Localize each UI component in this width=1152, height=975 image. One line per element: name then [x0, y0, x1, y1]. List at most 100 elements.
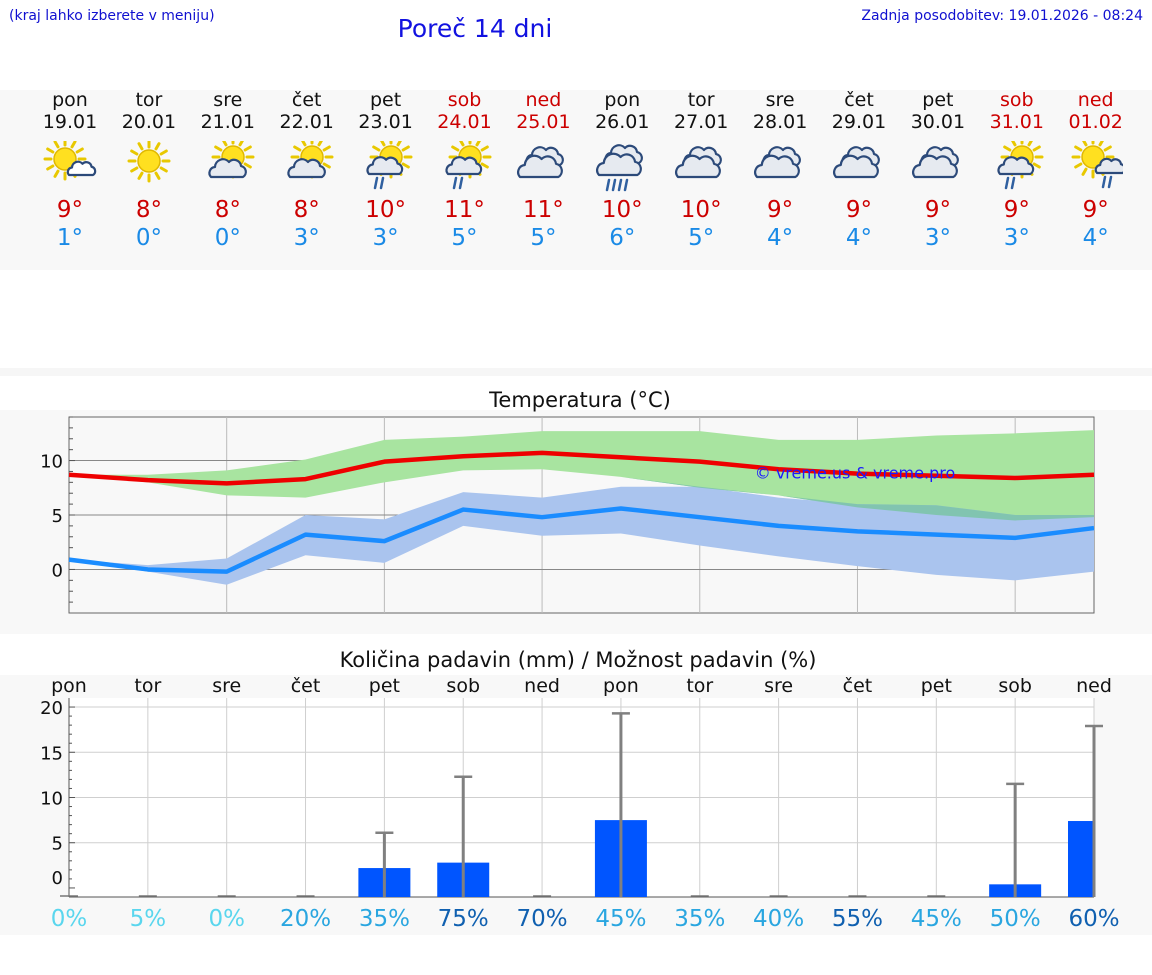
day-name: ned: [525, 89, 562, 111]
weather-icon-graphic: [675, 146, 723, 179]
day-column: sob 31.01 9° 3°: [977, 89, 1057, 259]
category-label: sre: [212, 675, 241, 697]
weather-icon-graphic: [517, 146, 565, 179]
max-temp: 9°: [845, 197, 873, 223]
max-temp: 9°: [56, 197, 84, 223]
day-column: sob 24.01 11° 5°: [425, 89, 505, 259]
min-temp: 5°: [451, 225, 478, 251]
probability-label: 75%: [438, 906, 489, 932]
precip-bar: [1068, 821, 1094, 897]
category-label: ned: [1076, 675, 1112, 697]
sun-behind-cloud-icon: [201, 135, 255, 193]
min-temp: 3°: [293, 225, 320, 251]
day-column: ned 01.02 9° 4°: [1056, 89, 1136, 259]
watermark-text: © vreme.us & vreme.pro: [755, 464, 956, 483]
day-column: pet 30.01 9° 3°: [898, 89, 978, 259]
weather-icon-graphic: [1071, 135, 1126, 189]
probability-label: 20%: [280, 906, 331, 932]
y-tick-label: 10: [40, 789, 63, 810]
probability-label: 45%: [595, 906, 646, 932]
day-date: 26.01: [595, 111, 650, 133]
sun-cloud-icon: [43, 137, 97, 193]
day-date: 29.01: [831, 111, 887, 133]
min-temp: 6°: [609, 225, 636, 251]
day-name: pon: [604, 89, 641, 111]
probability-label: 50%: [990, 906, 1041, 932]
weather-icon-graphic: [911, 146, 959, 179]
category-label: sob: [446, 675, 480, 697]
y-tick-label: 5: [52, 834, 63, 855]
min-temp: 3°: [1003, 225, 1030, 251]
weather-icon-graphic: [444, 135, 491, 190]
min-temp-line: [68, 506, 1095, 574]
probability-label: 35%: [359, 906, 410, 932]
category-label: čet: [843, 675, 873, 697]
day-column: ned 25.01 11° 5°: [503, 89, 583, 259]
category-label: tor: [686, 675, 713, 697]
min-temp: 4°: [767, 225, 794, 251]
max-temp: 9°: [1003, 197, 1030, 223]
max-temp: 8°: [135, 197, 162, 223]
category-label: tor: [134, 675, 161, 697]
day-name: tor: [687, 89, 715, 111]
day-name: ned: [1077, 89, 1114, 111]
max-temp: 10°: [365, 197, 406, 223]
clouds-icon: [753, 141, 807, 193]
sun-cloud-rain-icon: [438, 135, 492, 193]
category-label: ned: [524, 675, 560, 697]
day-name: pon: [52, 89, 88, 111]
day-date: 28.01: [752, 111, 808, 133]
sun-cloud-rain-icon: [359, 135, 413, 193]
day-name: sre: [765, 89, 795, 111]
day-column: tor 27.01 10° 5°: [661, 89, 741, 259]
min-temp: 4°: [1082, 225, 1109, 251]
day-date: 31.01: [989, 111, 1044, 133]
probability-label: 45%: [911, 906, 962, 932]
category-label: sre: [764, 675, 793, 697]
day-date: 25.01: [516, 111, 571, 133]
sun-behind-cloud-icon: [280, 135, 334, 193]
max-temp: 8°: [293, 197, 320, 223]
weather-icon-graphic: [754, 146, 802, 179]
clouds-icon: [911, 141, 965, 193]
separator: [0, 368, 1152, 376]
min-temp: 5°: [688, 225, 715, 251]
probability-label: 5%: [130, 906, 167, 932]
day-name: čet: [844, 89, 874, 111]
day-date: 21.01: [200, 111, 255, 133]
max-temp: 10°: [680, 197, 722, 223]
category-label: čet: [291, 675, 321, 697]
clouds-icon: [516, 141, 570, 193]
sun-icon: [122, 139, 176, 193]
clouds-heavy-rain-icon: [595, 141, 649, 193]
day-date: 01.02: [1068, 111, 1123, 133]
probability-label: 0%: [51, 906, 88, 932]
page-title: Poreč 14 dni: [397, 14, 553, 43]
category-label: pet: [369, 675, 400, 697]
y-tick-label: 15: [40, 743, 63, 764]
min-temp: 0°: [214, 225, 241, 251]
clouds-icon: [674, 141, 728, 193]
day-column: pon 19.01 9° 1°: [30, 89, 110, 259]
day-column: čet 29.01 9° 4°: [819, 89, 899, 259]
weather-icon-graphic: [208, 135, 255, 179]
probability-label: 0%: [208, 906, 245, 932]
category-label: sob: [998, 675, 1032, 697]
weather-icon-graphic: [833, 146, 880, 179]
day-column: sre 21.01 8° 0°: [188, 89, 268, 259]
menu-hint: (kraj lahko izberete v meniju): [9, 8, 215, 24]
day-column: pon 26.01 10° 6°: [582, 89, 662, 259]
max-temp: 8°: [214, 197, 241, 223]
max-temp: 11°: [444, 197, 485, 223]
min-temp: 3°: [372, 225, 399, 251]
max-temp: 9°: [767, 197, 794, 223]
weather-icon-graphic: [596, 144, 644, 192]
day-date: 19.01: [42, 111, 98, 133]
day-name: sre: [213, 89, 243, 111]
min-temp: 1°: [56, 225, 84, 251]
category-label: pon: [51, 675, 87, 697]
day-date: 30.01: [910, 111, 966, 133]
probability-label: 60%: [1068, 906, 1119, 932]
